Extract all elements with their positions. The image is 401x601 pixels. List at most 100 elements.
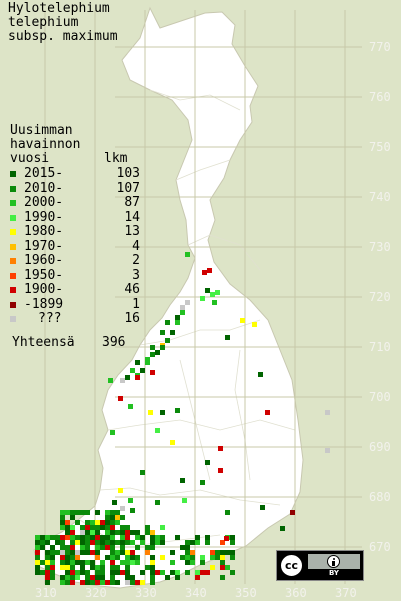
observation-square [95,570,100,575]
observation-square [145,525,150,530]
observation-square [180,555,185,560]
observation-square [155,350,160,355]
observation-square [225,565,230,570]
observation-square [120,560,125,565]
observation-square [128,404,133,409]
observation-square [120,525,125,530]
legend-item-label: 2015- [24,166,64,181]
observation-square [65,560,70,565]
observation-square [45,560,50,565]
observation-square [118,396,123,401]
legend-swatch [10,185,16,192]
observation-square [100,575,105,580]
observation-square [155,500,160,505]
legend-item-count: 13 [124,224,140,239]
observation-square [200,555,205,560]
legend-swatch [10,316,16,322]
observation-square [75,555,80,560]
observation-square [115,520,120,525]
observation-square [110,570,115,575]
observation-square [40,535,45,540]
cc-by-license-badge[interactable]: cc BY [276,550,364,581]
observation-square [200,296,205,301]
observation-square [125,565,130,570]
observation-square [60,515,65,520]
observation-square [95,520,100,525]
observation-square [80,530,85,535]
observation-square [190,540,195,545]
observation-square [200,560,205,565]
observation-square [95,535,100,540]
observation-square [150,560,155,565]
observation-square [175,320,180,325]
observation-square [130,530,135,535]
observation-square [45,555,50,560]
observation-square [95,565,100,570]
observation-square [135,545,140,550]
observation-square [65,510,70,515]
license-bar: BY [308,554,360,578]
observation-square [95,510,100,515]
observation-square [55,540,60,545]
observation-square [175,570,180,575]
observation-square [115,540,120,545]
observation-square [80,570,85,575]
observation-square [70,530,75,535]
observation-square [45,575,50,580]
legend-item: ??? 16 [10,312,140,326]
observation-square [70,575,75,580]
observation-square [35,570,40,575]
observation-square [145,530,150,535]
observation-square [60,560,65,565]
observation-square [100,545,105,550]
legend-item: 1980- 13 [10,225,140,239]
observation-square [125,580,130,585]
observation-square [80,510,85,515]
observation-square [280,526,285,531]
observation-square [95,550,100,555]
observation-square [115,555,120,560]
observation-square [35,555,40,560]
observation-square [212,300,217,305]
observation-square [115,515,120,520]
observation-square [95,540,100,545]
y-grid-label: 770 [369,40,391,54]
observation-square [148,410,153,415]
legend-item-count: 16 [124,311,140,326]
observation-square [175,408,180,413]
observation-square [100,540,105,545]
observation-square [225,550,230,555]
observation-square [135,580,140,585]
observation-square [185,300,190,305]
observation-square [90,580,95,585]
observation-square [205,535,210,540]
observation-square [205,540,210,545]
legend-heading-2: havainnon [10,137,81,152]
observation-square [140,535,145,540]
observation-square [170,550,175,555]
observation-square [145,550,150,555]
observation-square [150,575,155,580]
legend-item-label: 2000- [24,195,64,210]
observation-square [105,520,110,525]
observation-square [75,540,80,545]
observation-square [80,535,85,540]
legend-swatch [10,243,16,250]
observation-square [60,510,65,515]
observation-square [215,290,220,295]
observation-square [115,550,120,555]
observation-square [70,540,75,545]
observation-square [160,540,165,545]
observation-square [160,525,165,530]
observation-square [65,545,70,550]
observation-square [120,530,125,535]
legend-item-count: 2 [132,253,140,268]
observation-square [240,318,245,323]
observation-square [70,535,75,540]
observation-square [110,545,115,550]
legend-item: 2015- 103 [10,167,140,181]
observation-square [35,550,40,555]
observation-square [80,560,85,565]
observation-square [230,570,235,575]
observation-square [45,535,50,540]
